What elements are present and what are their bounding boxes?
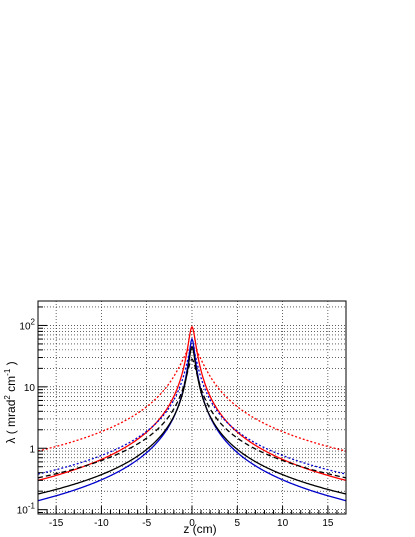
y-axis-title-text: λ ( mrad bbox=[4, 400, 18, 444]
plot-frame bbox=[37, 300, 347, 515]
x-tick-label: 5 bbox=[235, 518, 241, 529]
y-tick-label: 102​ bbox=[19, 317, 35, 332]
y-tick-label: 1 bbox=[29, 444, 35, 455]
y-tick-label: 10-1​ bbox=[17, 502, 36, 517]
series-line-3 bbox=[37, 337, 347, 502]
y-axis-title-sup2: -1 bbox=[3, 368, 12, 376]
axis-ticks bbox=[37, 306, 347, 514]
series-line-2 bbox=[37, 346, 347, 452]
x-tick-label: 10 bbox=[277, 518, 289, 529]
x-tick-labels: -15 -10 -5 0 5 10 15 bbox=[49, 518, 334, 529]
series-group bbox=[37, 325, 347, 502]
x-tick-label: 0 bbox=[189, 518, 195, 529]
y-tick-label: 10 bbox=[24, 383, 36, 394]
y-tick-labels: 10-1​ 1 10 102​ bbox=[17, 317, 36, 516]
x-tick-label: -5 bbox=[142, 518, 151, 529]
x-tick-label: 15 bbox=[322, 518, 334, 529]
y-axis-title-end: ) bbox=[4, 361, 18, 368]
series-line-4 bbox=[37, 345, 347, 475]
grid bbox=[38, 301, 346, 514]
y-axis-title-sup1: 2 bbox=[3, 395, 12, 400]
series-line-5 bbox=[37, 345, 347, 495]
x-tick-label: -10 bbox=[94, 518, 109, 529]
series-line-6 bbox=[37, 358, 347, 479]
x-tick-label: -15 bbox=[49, 518, 64, 529]
y-axis-title-mid: cm bbox=[4, 376, 18, 395]
x-axis-title: z (cm) bbox=[183, 522, 216, 536]
y-axis-title: λ ( mrad2 cm-1 ) bbox=[3, 361, 18, 443]
series-line-1 bbox=[37, 325, 347, 481]
